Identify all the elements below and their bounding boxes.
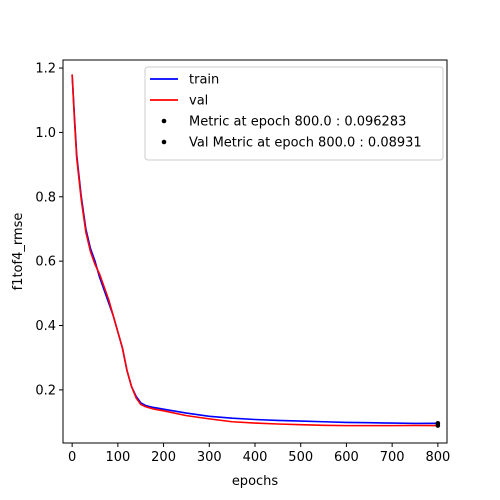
metric-marker-2	[435, 423, 441, 428]
legend: train val Metric at epoch 800.0 : 0.096283…	[144, 66, 444, 161]
y-tick-label: 1.2	[35, 62, 56, 77]
y-axis-ticks: 0.2 0.4 0.6 0.8 1.0 1.2	[35, 62, 63, 398]
y-tick-label: 0.4	[35, 319, 56, 334]
legend-box	[144, 66, 444, 161]
legend-label: Val Metric at epoch 800.0 : 0.08931	[189, 136, 422, 151]
y-tick-label: 1.0	[35, 126, 56, 141]
x-tick-label: 600	[334, 450, 359, 465]
y-tick-label: 0.6	[35, 255, 56, 270]
x-tick-label: 300	[197, 450, 222, 465]
legend-marker-swatch	[161, 118, 167, 124]
legend-label: val	[189, 94, 208, 109]
x-axis-label: epochs	[232, 474, 279, 489]
legend-marker-swatch	[161, 139, 167, 145]
x-tick-label: 500	[288, 450, 313, 465]
legend-label: train	[189, 73, 219, 88]
plot-markers	[435, 420, 441, 428]
legend-label: Metric at epoch 800.0 : 0.096283	[189, 115, 406, 130]
y-axis-label: f1tof4_rmse	[11, 213, 26, 291]
x-tick-label: 800	[425, 450, 450, 465]
x-tick-label: 400	[243, 450, 268, 465]
plot-lines	[71, 74, 438, 427]
series-line-train	[71, 74, 438, 425]
y-tick-label: 0.8	[35, 190, 56, 205]
x-tick-label: 200	[151, 450, 176, 465]
series-line-val	[71, 74, 438, 427]
x-axis-ticks: 0 100 200 300 400 500 600 700 800	[68, 443, 450, 465]
x-tick-label: 100	[105, 450, 130, 465]
x-tick-label: 0	[68, 450, 76, 465]
x-tick-label: 700	[380, 450, 405, 465]
y-tick-label: 0.2	[35, 383, 56, 398]
